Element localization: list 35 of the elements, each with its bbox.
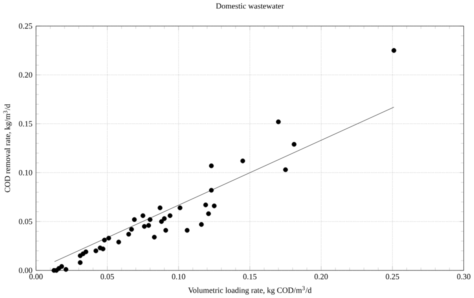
point: [100, 246, 106, 252]
point: [199, 222, 204, 227]
point: [78, 260, 83, 266]
point: [159, 219, 164, 224]
point: [140, 213, 146, 218]
point: [146, 223, 152, 228]
point: [292, 142, 296, 147]
point: [102, 238, 107, 243]
point: [168, 213, 172, 218]
point: [163, 228, 168, 233]
point: [178, 206, 182, 210]
point: [212, 204, 217, 208]
point: [276, 119, 281, 124]
point: [240, 158, 246, 164]
point: [132, 217, 137, 222]
point: [116, 240, 122, 244]
point: [126, 232, 132, 237]
point: [129, 227, 134, 232]
point: [158, 206, 162, 210]
point: [142, 224, 147, 229]
point: [152, 234, 157, 240]
point: [184, 228, 190, 233]
point: [208, 188, 214, 193]
point: [84, 249, 88, 254]
point: [283, 167, 288, 172]
point: [64, 267, 68, 272]
point: [208, 163, 214, 168]
point: [148, 217, 152, 222]
point: [59, 264, 64, 269]
point: [94, 248, 98, 254]
point: [106, 236, 112, 241]
point: [391, 48, 396, 53]
point: [203, 202, 208, 208]
point: [162, 216, 167, 222]
point: [206, 211, 211, 216]
